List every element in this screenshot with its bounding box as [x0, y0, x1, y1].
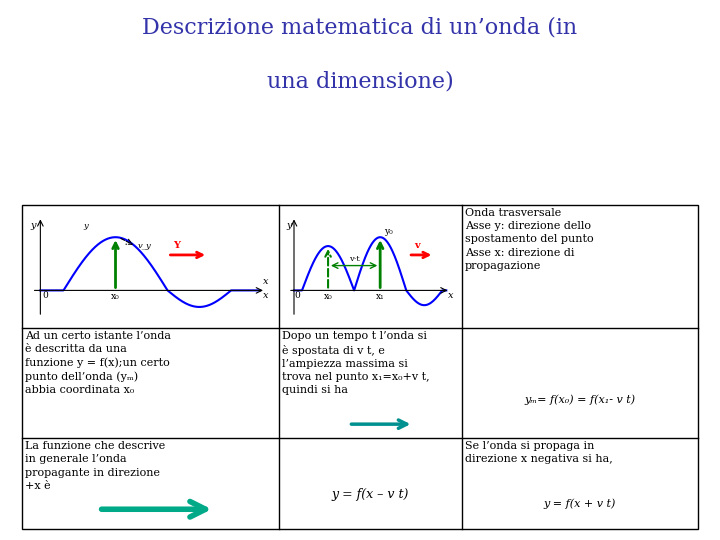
Text: y = f(x + v t): y = f(x + v t): [544, 498, 616, 509]
Text: x₀: x₀: [111, 292, 120, 301]
Text: x: x: [263, 278, 269, 287]
Text: x: x: [449, 291, 454, 300]
Text: Descrizione matematica di un’onda (in: Descrizione matematica di un’onda (in: [143, 16, 577, 38]
Text: v·t: v·t: [348, 255, 359, 263]
Text: Onda trasversale
Asse y: direzione dello
spostamento del punto
Asse x: direzione: Onda trasversale Asse y: direzione dello…: [465, 208, 594, 271]
Text: La funzione che descrive
in generale l’onda
propagante in direzione
+x è: La funzione che descrive in generale l’o…: [25, 441, 166, 491]
Text: una dimensione): una dimensione): [266, 70, 454, 92]
Text: Ad un certo istante l’onda
è descritta da una
funzione y = f(x);un certo
punto d: Ad un certo istante l’onda è descritta d…: [25, 331, 171, 395]
Text: v: v: [414, 241, 420, 250]
Text: y: y: [30, 221, 35, 230]
Text: v_y: v_y: [138, 242, 151, 250]
Text: 0: 0: [42, 291, 48, 300]
Text: x₁: x₁: [376, 292, 384, 301]
Bar: [22, 205, 698, 529]
Text: 0: 0: [294, 291, 300, 300]
Text: yₘ= f(x₀) = f(x₁- v t): yₘ= f(x₀) = f(x₁- v t): [524, 395, 636, 405]
Text: y = f(x – v t): y = f(x – v t): [331, 488, 409, 501]
Text: y₀: y₀: [384, 227, 393, 236]
Text: Dopo un tempo t l’onda si
è spostata di v t, e
l’ampiezza massima si
trova nel p: Dopo un tempo t l’onda si è spostata di …: [282, 331, 430, 395]
Text: x₀: x₀: [324, 292, 333, 301]
Text: Se l’onda si propaga in
direzione x negativa si ha,: Se l’onda si propaga in direzione x nega…: [465, 441, 613, 464]
Text: y: y: [287, 221, 292, 230]
Text: y: y: [84, 222, 89, 231]
Text: x: x: [263, 291, 269, 300]
Text: Y: Y: [174, 241, 180, 250]
